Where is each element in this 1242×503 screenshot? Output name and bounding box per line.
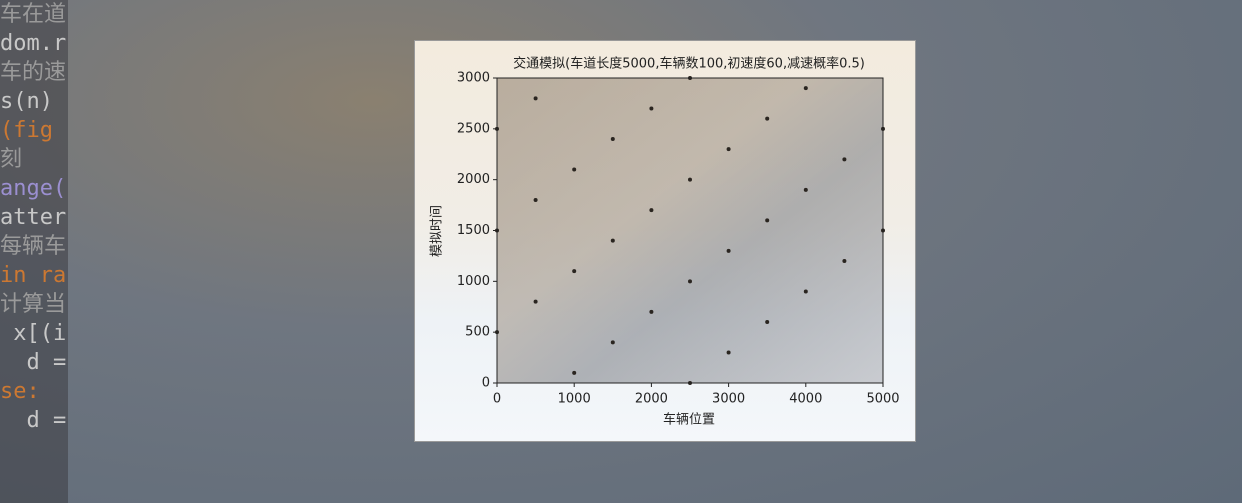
x-tick-label: 4000 [789, 392, 822, 407]
point [649, 106, 654, 111]
y-tick-label: 3000 [457, 71, 490, 86]
code-line: 每辆车 [0, 234, 67, 259]
x-tick-label: 0 [493, 392, 501, 407]
code-line: (fig [0, 118, 53, 143]
point [649, 309, 654, 314]
chart: 交通模拟(车道长度5000,车辆数100,初速度60,减速概率0.5) 车辆位置… [430, 56, 900, 428]
point [533, 198, 538, 202]
x-tick-label: 1000 [558, 392, 591, 407]
point [726, 248, 731, 253]
point [688, 279, 692, 284]
point [688, 177, 692, 182]
axes-frame [496, 77, 884, 384]
code-line: in ra [0, 263, 67, 288]
point [726, 147, 731, 152]
code-line: x[(i [0, 321, 67, 346]
point [765, 116, 770, 121]
point [842, 157, 847, 162]
code-line: se: [0, 379, 40, 404]
y-tick-label: 1500 [457, 223, 490, 238]
point [610, 340, 615, 345]
point [803, 289, 808, 294]
chart-title: 交通模拟(车道长度5000,车辆数100,初速度60,减速概率0.5) [513, 56, 865, 72]
point [765, 320, 770, 324]
point [572, 269, 577, 274]
point [765, 218, 770, 223]
point [533, 96, 538, 101]
code-line: ange( [0, 176, 67, 201]
point [649, 208, 654, 213]
point [726, 350, 731, 355]
code-line: 车的速 [0, 60, 67, 85]
plot-area [497, 78, 883, 383]
point [803, 86, 808, 91]
point [572, 370, 577, 375]
y-tick-label: 0 [482, 376, 490, 391]
x-axis-label: 车辆位置 [663, 412, 715, 428]
y-tick-label: 2500 [457, 121, 490, 136]
point [610, 238, 615, 243]
x-tick-label: 3000 [712, 392, 745, 407]
y-tick-label: 500 [465, 325, 490, 340]
code-line: atter [0, 205, 67, 230]
code-line: s(n) [0, 89, 53, 114]
code-line: d = [0, 408, 67, 433]
code-line: 车在道 [0, 2, 67, 27]
code-line: dom.r [0, 31, 67, 56]
y-tick-label: 1000 [457, 274, 490, 289]
x-tick-label: 2000 [635, 392, 668, 407]
point [842, 259, 847, 263]
point [572, 167, 577, 172]
code-editor: 车在道 dom.r 车的速 s(n) (fig 刻 ange( atter 每辆车 in ra 计算… [0, 0, 68, 503]
point [610, 137, 615, 141]
y-axis-label: 模拟时间 [430, 205, 445, 257]
point [803, 187, 808, 192]
code-line: d = [0, 350, 67, 375]
code-line: 计算当 [0, 292, 67, 317]
figure-window: 交通模拟(车道长度5000,车辆数100,初速度60,减速概率0.5) 车辆位置… [414, 40, 916, 442]
y-tick-label: 2000 [457, 172, 490, 187]
x-tick-label: 5000 [866, 392, 899, 407]
point [533, 299, 538, 304]
code-line: 刻 [0, 147, 23, 172]
